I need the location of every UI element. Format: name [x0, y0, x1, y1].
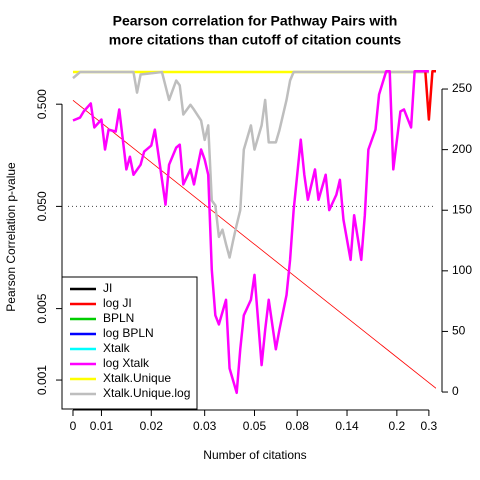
- series-line: [72, 70, 429, 395]
- y2-tick-label: 200: [452, 142, 472, 156]
- y2-tick-label: 150: [452, 202, 472, 216]
- y2-tick-label: 50: [452, 324, 466, 338]
- x-tick-label: 0.03: [193, 419, 217, 433]
- legend-label: BPLN: [103, 311, 134, 325]
- y2-tick-label: 0: [452, 384, 459, 398]
- x-axis-label: Number of citations: [203, 448, 306, 462]
- chart-title: more citations than cutoff of citation c…: [109, 32, 402, 48]
- y2-tick-label: 100: [452, 263, 472, 277]
- plot-area: [68, 70, 436, 395]
- x-tick-label: 0.14: [335, 419, 359, 433]
- x-tick-label: 0.08: [286, 419, 310, 433]
- y2-tick-label: 250: [452, 81, 472, 95]
- x-tick-label: 0.02: [140, 419, 164, 433]
- legend-label: Xtalk: [103, 341, 131, 355]
- x-tick-label: 0.2: [389, 419, 406, 433]
- y-tick-label: 0.500: [35, 89, 49, 119]
- x-tick-label: 0.05: [243, 419, 267, 433]
- x-tick-label: 0.3: [421, 419, 438, 433]
- legend-box: [61, 276, 198, 410]
- x-tick-label: 0: [70, 419, 77, 433]
- y-tick-label: 0.001: [35, 365, 49, 395]
- series-line: [418, 70, 436, 121]
- legend-label: Xtalk.Unique: [103, 371, 171, 385]
- axes: 0 0.01 0.02 0.03 0.05 0.08 0.14 0.2 0.3 0.001 0.00…: [35, 81, 472, 433]
- y-tick-label: 0.050: [35, 191, 49, 221]
- chart-title: Pearson correlation for Pathway Pairs wi…: [113, 13, 398, 29]
- y-tick-label: 0.005: [35, 293, 49, 323]
- series-line: [72, 70, 429, 259]
- legend-label: log JI: [103, 296, 132, 310]
- legend-label: JI: [103, 281, 112, 295]
- legend-label: log Xtalk: [103, 356, 150, 370]
- x-tick-label: 0.01: [90, 419, 114, 433]
- legend-label: Xtalk.Unique.log: [103, 386, 190, 400]
- y-axis-label: Pearson Correlation p-value: [4, 162, 18, 312]
- legend-label: log BPLN: [103, 326, 154, 340]
- trend-line: [72, 99, 436, 389]
